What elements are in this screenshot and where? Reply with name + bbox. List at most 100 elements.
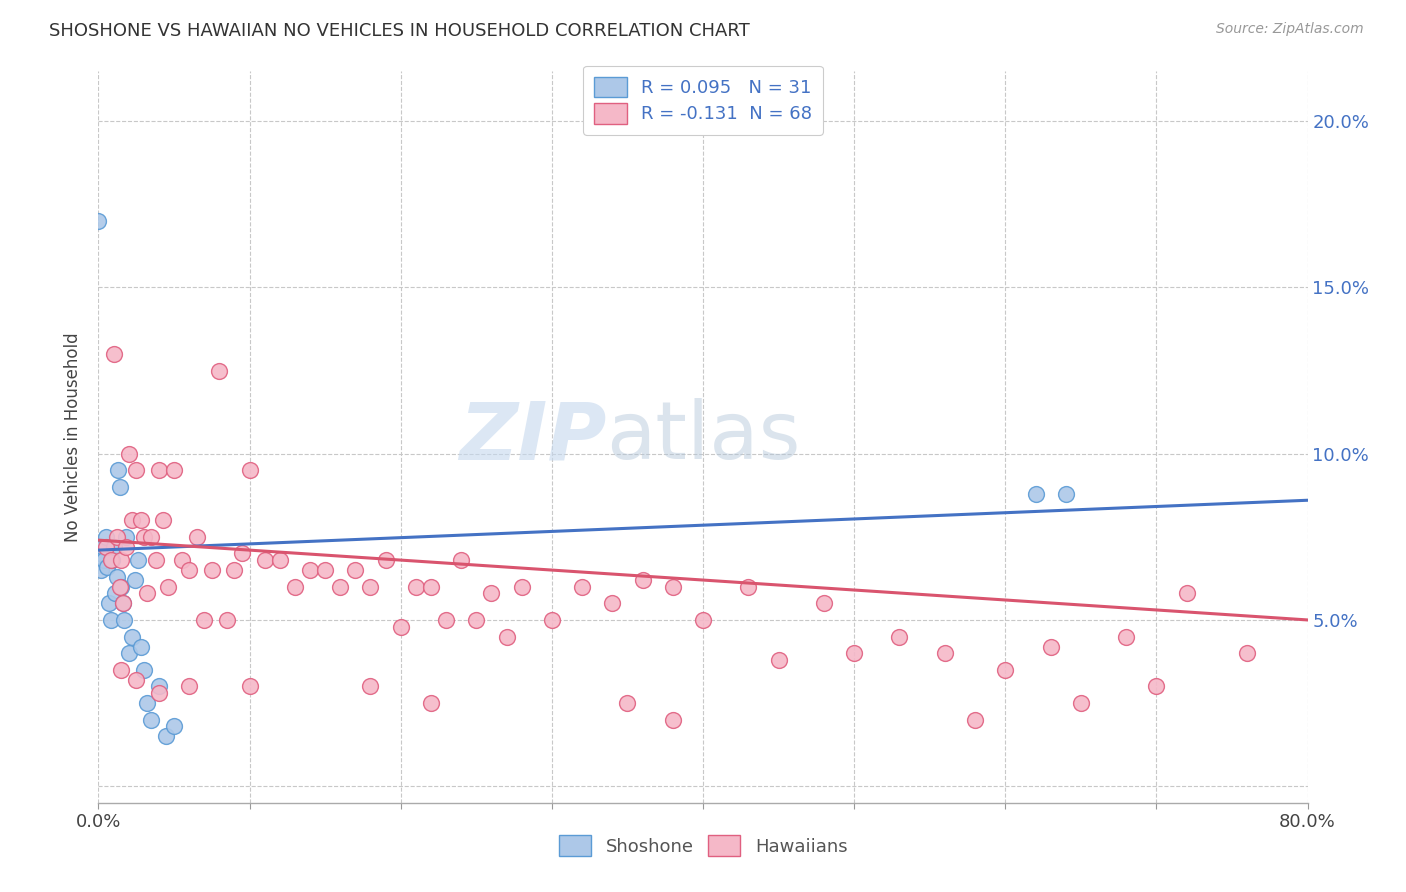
Point bbox=[813, 596, 835, 610]
Point bbox=[148, 463, 170, 477]
Point bbox=[631, 573, 654, 587]
Point bbox=[135, 586, 157, 600]
Point bbox=[132, 530, 155, 544]
Point bbox=[170, 553, 193, 567]
Point bbox=[224, 563, 246, 577]
Point bbox=[208, 363, 231, 377]
Point bbox=[420, 696, 443, 710]
Point bbox=[90, 563, 112, 577]
Point bbox=[110, 580, 132, 594]
Point bbox=[661, 713, 683, 727]
Point bbox=[481, 586, 503, 600]
Point bbox=[148, 680, 170, 694]
Point bbox=[179, 680, 201, 694]
Point bbox=[110, 663, 132, 677]
Point bbox=[179, 563, 201, 577]
Point bbox=[100, 553, 122, 567]
Y-axis label: No Vehicles in Household: No Vehicles in Household bbox=[65, 332, 83, 542]
Point bbox=[135, 696, 157, 710]
Point bbox=[616, 696, 638, 710]
Point bbox=[844, 646, 866, 660]
Point bbox=[186, 530, 208, 544]
Point bbox=[103, 347, 125, 361]
Point bbox=[148, 686, 170, 700]
Point bbox=[420, 580, 443, 594]
Point bbox=[269, 553, 291, 567]
Point bbox=[737, 580, 759, 594]
Point bbox=[118, 646, 141, 660]
Point bbox=[89, 546, 111, 560]
Text: ZIP: ZIP bbox=[458, 398, 606, 476]
Point bbox=[105, 570, 128, 584]
Point bbox=[100, 613, 122, 627]
Point bbox=[201, 563, 224, 577]
Point bbox=[111, 596, 134, 610]
Point bbox=[965, 713, 987, 727]
Point bbox=[193, 613, 215, 627]
Legend: Shoshone, Hawaiians: Shoshone, Hawaiians bbox=[551, 828, 855, 863]
Point bbox=[104, 586, 127, 600]
Point bbox=[1039, 640, 1062, 654]
Text: Source: ZipAtlas.com: Source: ZipAtlas.com bbox=[1216, 22, 1364, 37]
Point bbox=[118, 447, 141, 461]
Point bbox=[389, 619, 412, 633]
Point bbox=[114, 530, 136, 544]
Point bbox=[103, 540, 125, 554]
Text: SHOSHONE VS HAWAIIAN NO VEHICLES IN HOUSEHOLD CORRELATION CHART: SHOSHONE VS HAWAIIAN NO VEHICLES IN HOUS… bbox=[49, 22, 749, 40]
Point bbox=[405, 580, 427, 594]
Point bbox=[661, 580, 683, 594]
Point bbox=[121, 513, 143, 527]
Point bbox=[124, 573, 146, 587]
Point bbox=[1054, 486, 1077, 500]
Point bbox=[125, 673, 148, 687]
Point bbox=[239, 680, 262, 694]
Point bbox=[465, 613, 488, 627]
Point bbox=[152, 513, 174, 527]
Point bbox=[571, 580, 593, 594]
Point bbox=[1115, 630, 1137, 644]
Point bbox=[94, 540, 117, 554]
Point bbox=[110, 553, 132, 567]
Point bbox=[360, 680, 382, 694]
Point bbox=[344, 563, 367, 577]
Point bbox=[1144, 680, 1167, 694]
Text: atlas: atlas bbox=[606, 398, 800, 476]
Point bbox=[768, 653, 790, 667]
Point bbox=[107, 463, 129, 477]
Point bbox=[1070, 696, 1092, 710]
Point bbox=[129, 513, 152, 527]
Point bbox=[450, 553, 472, 567]
Point bbox=[540, 613, 562, 627]
Point bbox=[155, 729, 177, 743]
Point bbox=[889, 630, 911, 644]
Point bbox=[510, 580, 533, 594]
Point bbox=[253, 553, 276, 567]
Point bbox=[108, 580, 131, 594]
Point bbox=[1236, 646, 1258, 660]
Point bbox=[114, 540, 136, 554]
Point bbox=[231, 546, 253, 560]
Point bbox=[127, 553, 149, 567]
Point bbox=[994, 663, 1017, 677]
Point bbox=[101, 553, 124, 567]
Point bbox=[96, 559, 118, 574]
Point bbox=[163, 719, 186, 733]
Point bbox=[93, 553, 115, 567]
Point bbox=[129, 640, 152, 654]
Point bbox=[215, 613, 238, 627]
Point bbox=[495, 630, 517, 644]
Point bbox=[94, 530, 117, 544]
Point bbox=[156, 580, 179, 594]
Point bbox=[1175, 586, 1198, 600]
Point bbox=[145, 553, 167, 567]
Point bbox=[98, 596, 121, 610]
Point bbox=[1024, 486, 1046, 500]
Point bbox=[299, 563, 322, 577]
Point bbox=[111, 596, 134, 610]
Point bbox=[112, 613, 135, 627]
Point bbox=[314, 563, 336, 577]
Point bbox=[360, 580, 382, 594]
Point bbox=[434, 613, 457, 627]
Point bbox=[163, 463, 186, 477]
Point bbox=[121, 630, 143, 644]
